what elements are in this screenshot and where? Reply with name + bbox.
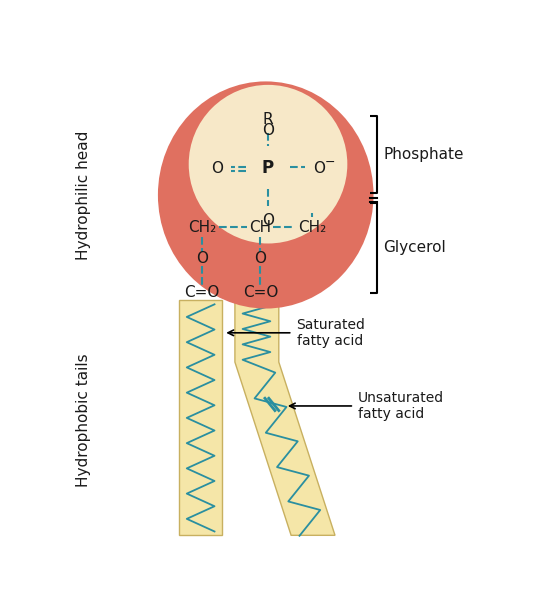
Text: Saturated
fatty acid: Saturated fatty acid	[296, 318, 366, 348]
Text: Hydrophilic head: Hydrophilic head	[76, 130, 91, 260]
Text: Phosphate: Phosphate	[384, 147, 464, 162]
Text: CH₂: CH₂	[188, 220, 216, 235]
Text: C=O: C=O	[184, 285, 219, 300]
Text: Glycerol: Glycerol	[384, 240, 446, 255]
Text: CH: CH	[249, 220, 271, 235]
Polygon shape	[235, 301, 335, 535]
Text: O: O	[313, 161, 325, 177]
Text: R: R	[263, 112, 273, 127]
Ellipse shape	[158, 81, 374, 309]
Text: O: O	[262, 213, 274, 229]
Text: −: −	[324, 156, 335, 169]
Text: C=O: C=O	[243, 285, 278, 300]
Text: CH₂: CH₂	[298, 220, 326, 235]
Text: O: O	[262, 123, 274, 138]
Text: P: P	[262, 159, 274, 177]
Text: O: O	[212, 161, 224, 177]
Text: Unsaturated
fatty acid: Unsaturated fatty acid	[358, 391, 444, 421]
Text: O: O	[196, 251, 208, 266]
Text: Hydrophobic tails: Hydrophobic tails	[76, 353, 91, 486]
Polygon shape	[180, 301, 222, 535]
Text: O: O	[254, 251, 267, 266]
Circle shape	[189, 85, 347, 244]
